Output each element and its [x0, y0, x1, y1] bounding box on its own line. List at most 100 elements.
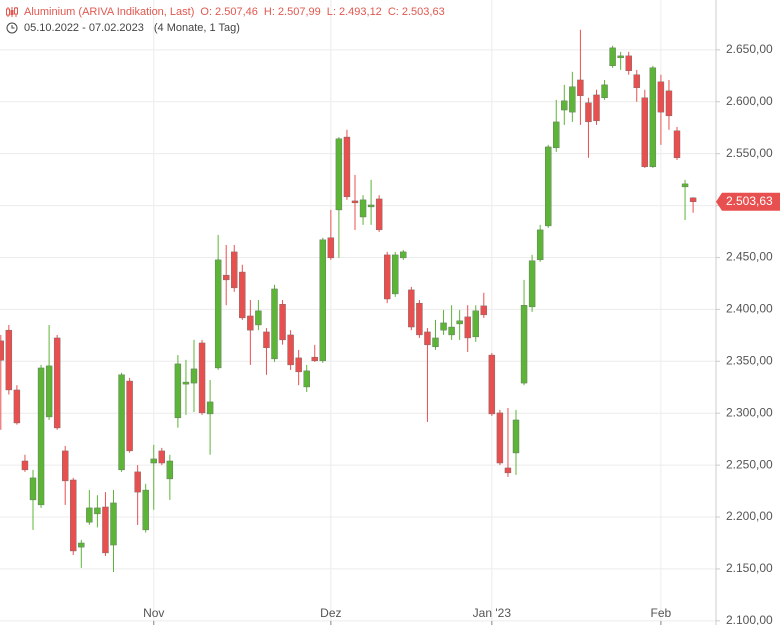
candle-body — [408, 289, 415, 328]
candle-body — [585, 102, 592, 123]
candle-body — [166, 460, 174, 480]
candle-body — [689, 197, 697, 202]
ohlc-value: L: 2.493,12 — [326, 6, 382, 18]
candle-body — [134, 471, 141, 493]
candle-body — [673, 130, 681, 159]
candle-body — [359, 199, 367, 218]
candle-body — [375, 198, 383, 231]
candle-body — [496, 412, 504, 464]
candle-body — [279, 303, 286, 341]
candle-body — [263, 331, 270, 348]
candle-body — [480, 305, 487, 316]
candle-body — [0, 340, 4, 361]
ohlc-readout: O: 2.507,46 H: 2.507,99 L: 2.493,12 C: 2.50… — [200, 6, 444, 18]
candle-body — [601, 84, 608, 98]
candle-body — [142, 489, 149, 531]
candle-body — [319, 239, 326, 362]
candle-body — [150, 458, 157, 464]
candle-body — [504, 467, 512, 474]
y-tick-label: 2.550,00 — [726, 146, 773, 160]
x-tick-label: Jan '23 — [473, 606, 512, 620]
ohlc-value: O: 2.507,46 — [200, 6, 258, 18]
candle-body — [448, 326, 455, 336]
candle-body — [182, 381, 190, 385]
x-tick-label: Dez — [320, 606, 341, 620]
candle-body — [21, 460, 29, 471]
candle-body — [561, 100, 568, 111]
ohlc-value: H: 2.507,99 — [263, 6, 321, 18]
candle-body — [343, 136, 351, 198]
header-line: Aluminium (ARIVA Indikation, Last) O: 2.… — [6, 6, 445, 18]
candle-body — [367, 204, 375, 208]
candle-body — [5, 329, 13, 391]
candle-body — [625, 55, 632, 72]
candle-body — [569, 86, 576, 113]
candle-body — [198, 342, 206, 414]
y-tick-label: 2.150,00 — [726, 561, 773, 575]
candle-body — [617, 55, 624, 59]
candle-body — [416, 302, 423, 336]
candle-body — [53, 337, 61, 429]
candle-body — [126, 380, 133, 452]
candle-body — [351, 200, 359, 204]
candle-body — [174, 363, 182, 419]
last-price-marker — [716, 192, 780, 211]
candle-body — [432, 337, 439, 347]
candle-body — [424, 331, 431, 346]
candle-body — [488, 354, 496, 415]
candle-body — [577, 79, 584, 97]
candle-icon — [6, 7, 18, 17]
ohlc-value: C: 2.503,63 — [387, 6, 445, 18]
candle-body — [681, 183, 689, 188]
candle-body — [78, 542, 85, 548]
candle-body — [70, 479, 77, 552]
date-range: 05.10.2022 - 07.02.2023 — [24, 22, 144, 34]
candle-body — [545, 146, 552, 227]
candle-body — [641, 97, 648, 168]
candle-body — [37, 367, 45, 506]
candle-body — [287, 334, 294, 366]
grid — [0, 0, 716, 625]
last-price-label: 2.503,63 — [726, 194, 773, 208]
y-tick-label: 2.600,00 — [726, 94, 773, 108]
candle-body — [311, 356, 318, 362]
candle-body — [303, 370, 310, 388]
y-tick-label: 2.100,00 — [726, 613, 773, 625]
candle-body — [536, 229, 544, 261]
candle-body — [400, 251, 407, 259]
candle-body — [118, 374, 125, 471]
period: (4 Monate, 1 Tag) — [153, 22, 240, 34]
candle-body — [520, 305, 528, 384]
candle-body — [456, 320, 463, 325]
candle-body — [255, 310, 262, 326]
candle-body — [295, 357, 302, 373]
candle-body — [239, 271, 246, 319]
x-tick-label: Feb — [651, 606, 672, 620]
candle-body — [609, 47, 616, 67]
candle-body — [45, 365, 53, 418]
candle-body — [327, 237, 335, 259]
y-tick-label: 2.300,00 — [726, 405, 773, 419]
candle-body — [222, 274, 230, 281]
candle-body — [665, 90, 673, 117]
x-tick-label: Nov — [143, 606, 164, 620]
candles — [0, 29, 697, 573]
instrument: Aluminium (ARIVA Indikation, Last) — [24, 6, 195, 18]
y-tick-label: 2.350,00 — [726, 353, 773, 367]
candle-body — [633, 74, 640, 89]
candle-body — [335, 138, 343, 211]
candle-body — [593, 94, 600, 122]
candle-body — [512, 419, 520, 454]
candle-body — [440, 322, 447, 331]
candle-body — [190, 368, 198, 384]
candle-body — [94, 507, 101, 515]
candle-body — [553, 121, 560, 149]
y-tick-label: 2.450,00 — [726, 250, 773, 264]
candle-body — [649, 67, 657, 168]
range-line: 05.10.2022 - 07.02.2023 (4 Monate, 1 Tag… — [6, 22, 240, 34]
y-tick-label: 2.200,00 — [726, 509, 773, 523]
candle-body — [231, 251, 238, 289]
candle-body — [657, 81, 665, 113]
y-tick-label: 2.400,00 — [726, 302, 773, 316]
